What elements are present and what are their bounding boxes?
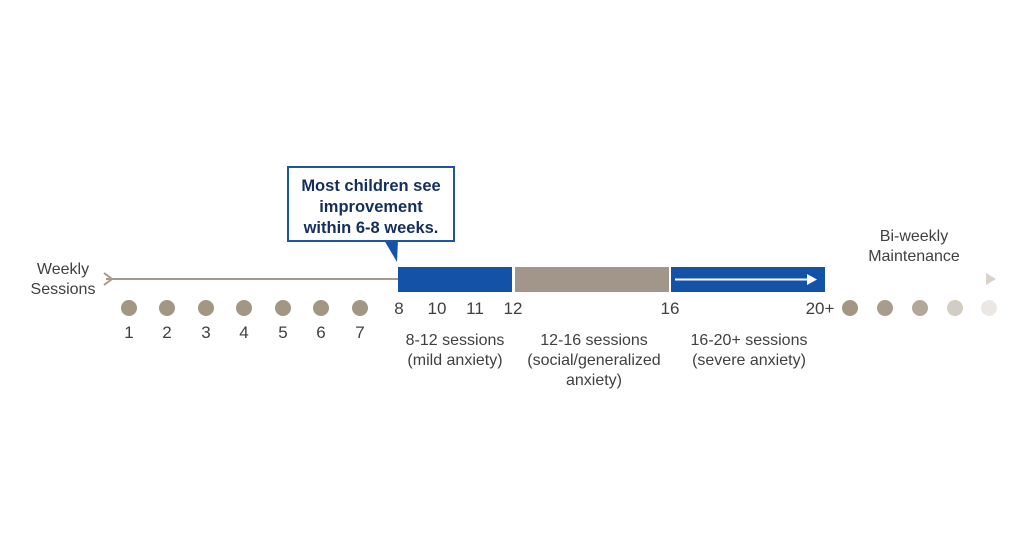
session-dot-7 (352, 300, 368, 316)
phase-severe-line-1: 16-20+ sessions (690, 332, 808, 349)
session-number-2: 2 (162, 323, 172, 342)
session-dot-4 (236, 300, 252, 316)
phase-severe-line-2: (severe anxiety) (692, 352, 806, 369)
session-number-1: 1 (124, 323, 134, 342)
left-chevron-icon (103, 272, 114, 286)
callout-text: Most children see improvement within 6-8… (289, 176, 453, 239)
phase-social-line-2: (social/generalized (527, 352, 661, 369)
session-number-3: 3 (201, 323, 211, 342)
maintenance-dot-5 (981, 300, 997, 316)
weekly-label-line-2: Sessions (30, 281, 96, 298)
biweekly-label-line-2: Maintenance (868, 248, 960, 265)
session-dot-5 (275, 300, 291, 316)
social-phase-block (515, 267, 669, 292)
callout-box: Most children see improvement within 6-8… (287, 166, 455, 242)
biweekly-maintenance-label: Bi-weekly Maintenance (856, 227, 972, 267)
mild-phase-block (398, 267, 512, 292)
session-number-11: 11 (466, 299, 484, 318)
biweekly-label-line-1: Bi-weekly (879, 228, 949, 245)
severe-arrow-icon (675, 274, 817, 285)
session-dot-3 (198, 300, 214, 316)
right-arrow-icon (986, 273, 996, 285)
phase-social-line-3: anxiety) (565, 372, 623, 389)
session-dot-6 (313, 300, 329, 316)
weekly-label-line-1: Weekly (36, 261, 90, 278)
weekly-sessions-label: Weekly Sessions (22, 260, 104, 300)
session-number-16: 16 (660, 299, 680, 318)
session-number-8: 8 (394, 299, 404, 318)
maintenance-dot-1 (842, 300, 858, 316)
session-number-5: 5 (278, 323, 288, 342)
session-number-10: 10 (427, 299, 447, 318)
phase-label-social: 12-16 sessions (social/generalized anxie… (516, 331, 672, 391)
session-number-12: 12 (503, 299, 523, 318)
callout-line-2: improvement (319, 198, 423, 216)
maintenance-dot-4 (947, 300, 963, 316)
session-number-6: 6 (316, 323, 326, 342)
callout-line-3: within 6-8 weeks. (303, 219, 439, 237)
maintenance-dot-3 (912, 300, 928, 316)
severe-phase-block (671, 267, 825, 292)
phase-label-severe: 16-20+ sessions (severe anxiety) (682, 331, 816, 371)
phase-mild-line-2: (mild anxiety) (407, 352, 503, 369)
phase-social-line-1: 12-16 sessions (540, 332, 648, 349)
session-dot-1 (121, 300, 137, 316)
phase-mild-line-1: 8-12 sessions (405, 332, 505, 349)
session-dot-2 (159, 300, 175, 316)
session-number-20-plus: 20+ (805, 299, 835, 318)
session-number-4: 4 (239, 323, 249, 342)
session-number-7: 7 (355, 323, 365, 342)
callout-line-1: Most children see (301, 177, 441, 195)
maintenance-dot-2 (877, 300, 893, 316)
phase-label-mild: 8-12 sessions (mild anxiety) (392, 331, 518, 371)
